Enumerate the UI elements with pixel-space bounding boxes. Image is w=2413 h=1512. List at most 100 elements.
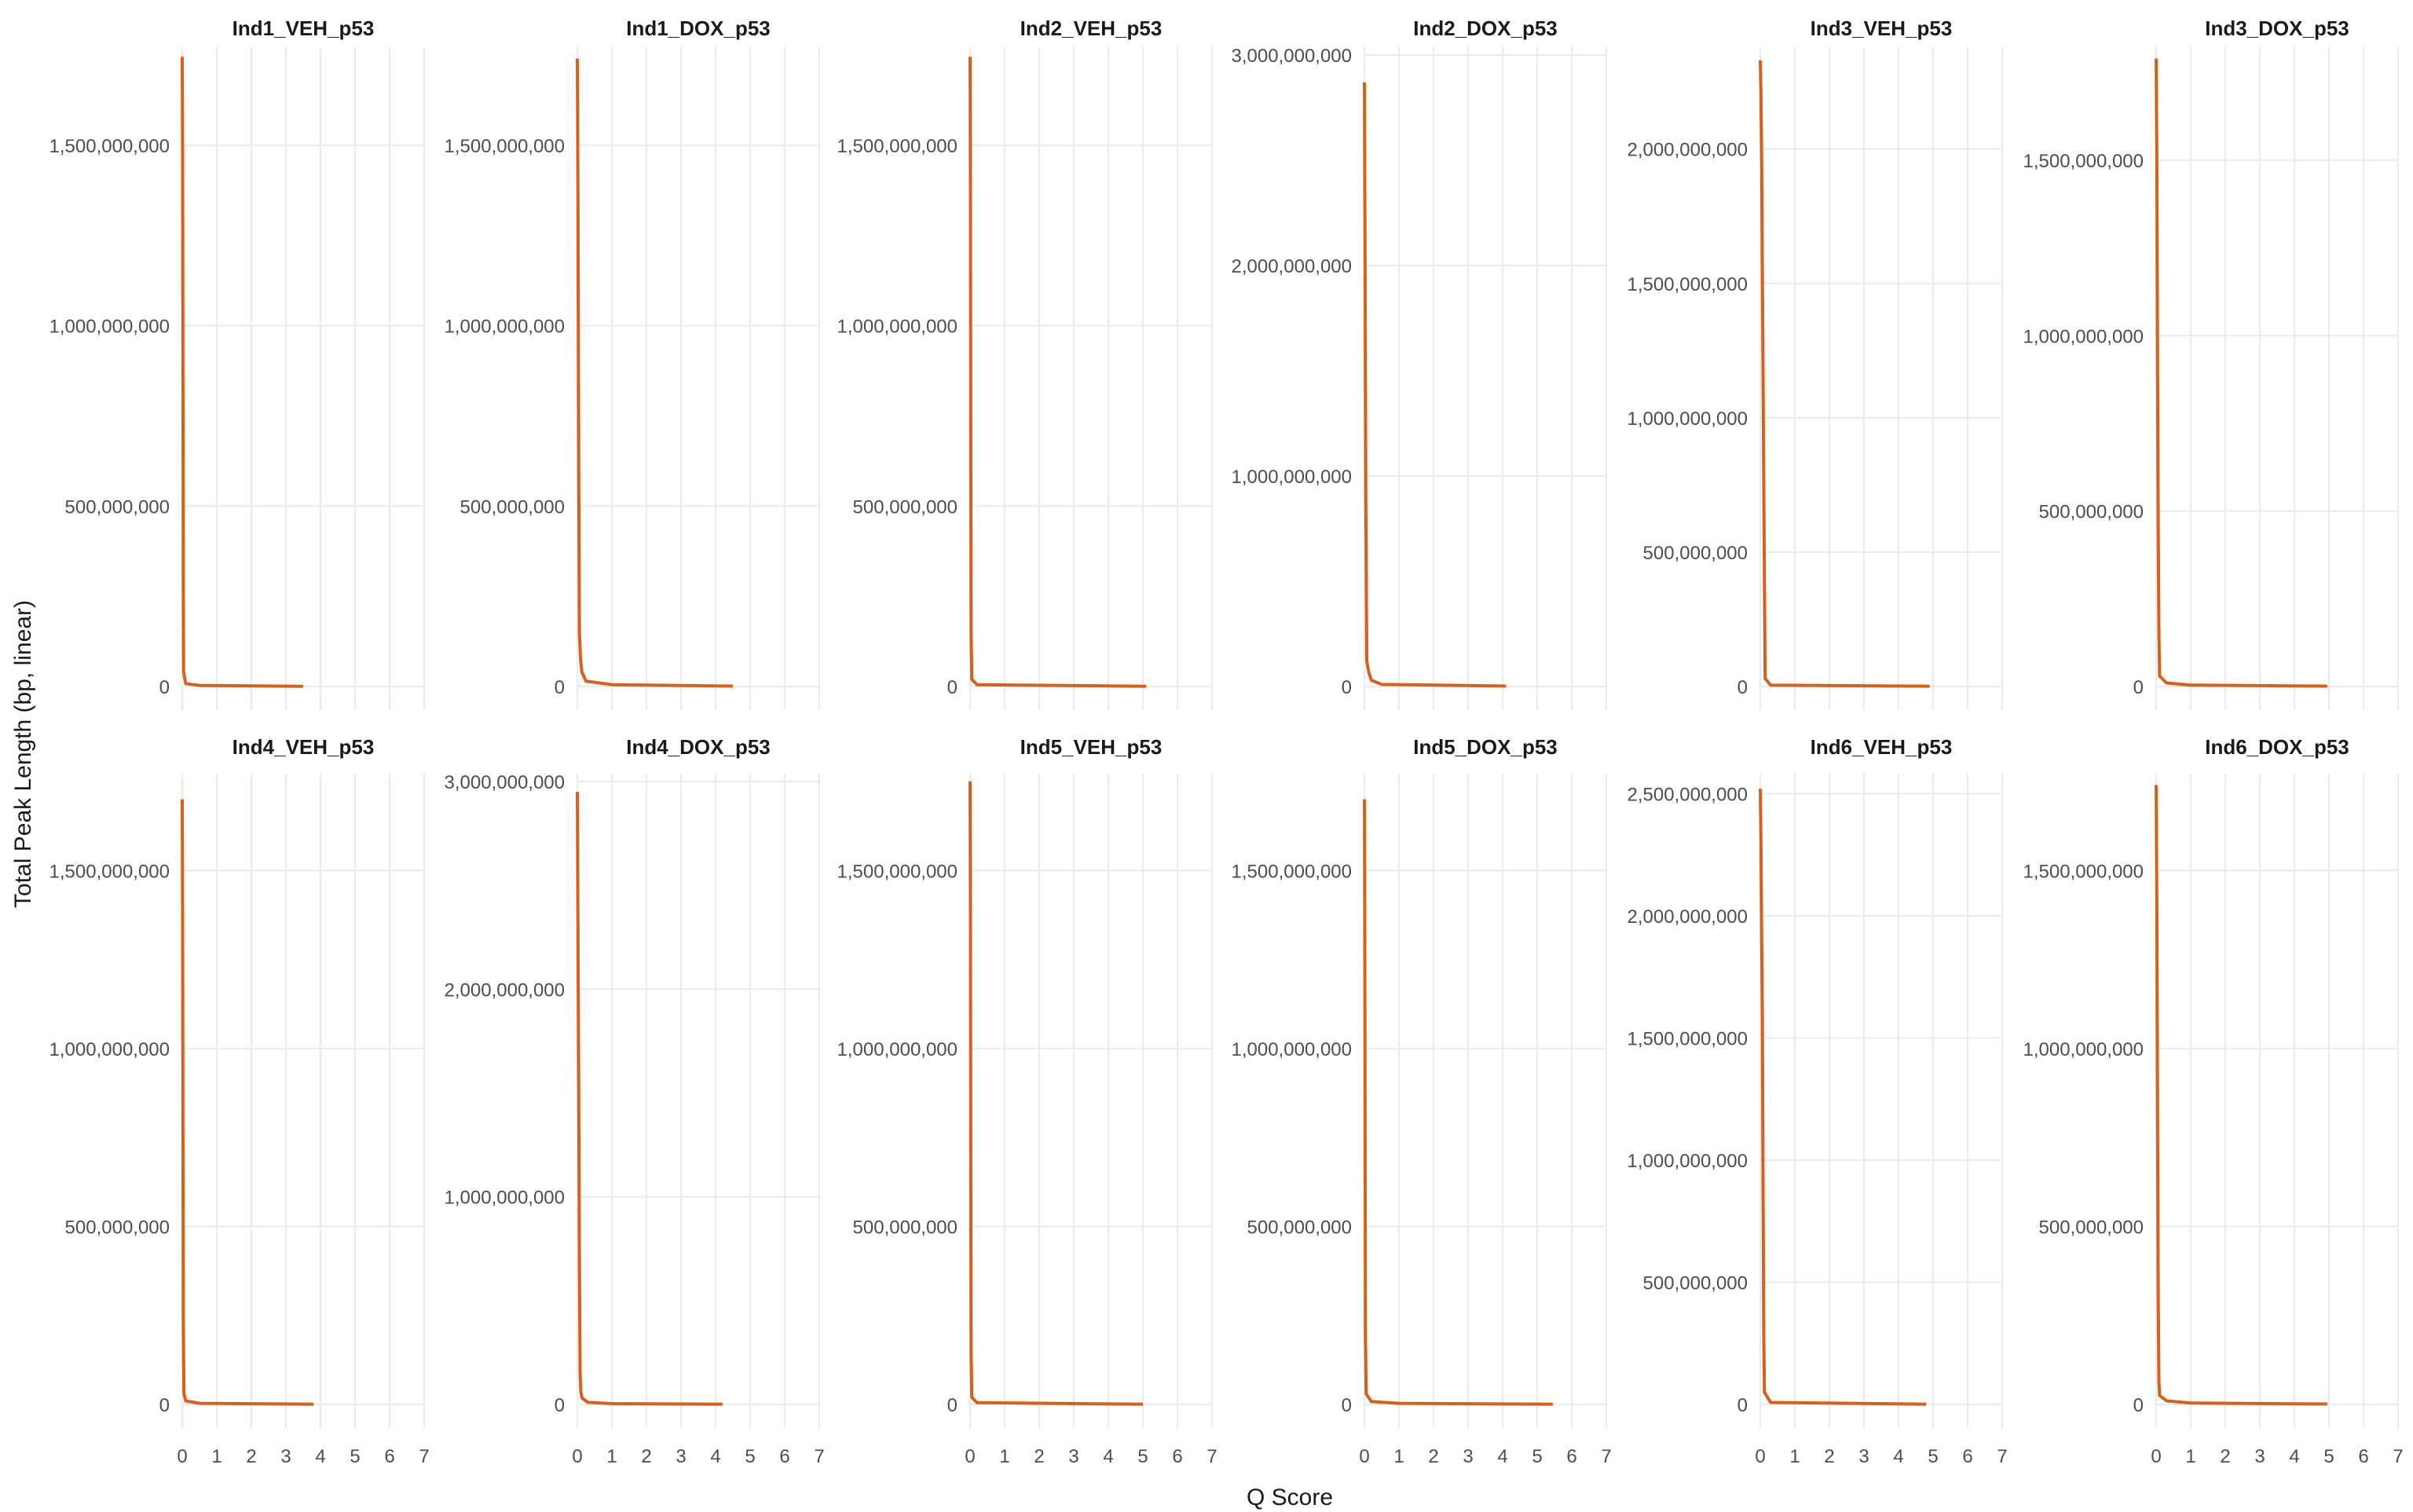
- y-axis-title: Total Peak Length (bp, linear): [10, 600, 36, 908]
- y-tick-label: 1,000,000,000: [837, 1039, 958, 1060]
- y-tick-label: 1,000,000,000: [445, 1188, 565, 1209]
- y-tick-label: 1,500,000,000: [1232, 861, 1352, 882]
- y-tick-label: 500,000,000: [853, 496, 958, 518]
- x-tick-label: 5: [1928, 1446, 1938, 1467]
- facet-panel: 0 1,000,000,000 2,000,000,000 3,000,000,000…: [445, 735, 825, 1467]
- y-tick-label: 0: [555, 1395, 565, 1416]
- x-tick-label: 5: [350, 1446, 360, 1467]
- x-tick-label: 1: [1393, 1446, 1404, 1467]
- facet-panel: 0 500,000,000 1,000,000,000 1,500,000,000 In…: [837, 16, 1213, 710]
- y-tick-label: 0: [159, 1395, 170, 1416]
- x-tick-label: 7: [2393, 1446, 2403, 1467]
- facet-title: Ind6_DOX_p53: [2205, 735, 2349, 759]
- x-tick-label: 5: [2323, 1446, 2334, 1467]
- x-tick-label: 6: [779, 1446, 789, 1467]
- x-tick-label: 2: [641, 1446, 651, 1467]
- facet-panel: 0 500,000,000 1,000,000,000 1,500,000,000 2,…: [1628, 735, 2008, 1467]
- x-tick-label: 0: [1359, 1446, 1369, 1467]
- x-tick-label: 6: [1566, 1446, 1576, 1467]
- x-tick-label: 7: [1206, 1446, 1217, 1467]
- facet-title: Ind3_DOX_p53: [2205, 16, 2349, 40]
- x-tick-label: 3: [1858, 1446, 1869, 1467]
- x-tick-label: 3: [1463, 1446, 1473, 1467]
- x-tick-label: 1: [211, 1446, 222, 1467]
- x-tick-label: 7: [1601, 1446, 1611, 1467]
- y-tick-label: 2,000,000,000: [445, 979, 565, 1001]
- series-line: [1759, 789, 1927, 1406]
- y-tick-label: 1,000,000,000: [2023, 1039, 2144, 1060]
- y-tick-label: 2,000,000,000: [1628, 140, 1748, 161]
- y-tick-label: 1,000,000,000: [1628, 408, 1748, 430]
- y-tick-label: 1,000,000,000: [445, 317, 565, 338]
- x-tick-label: 3: [2254, 1446, 2265, 1467]
- y-tick-label: 0: [947, 677, 958, 698]
- y-tick-label: 0: [2133, 677, 2144, 698]
- y-tick-label: 1,000,000,000: [1628, 1151, 1748, 1172]
- y-tick-label: 3,000,000,000: [1232, 46, 1352, 67]
- y-tick-label: 1,500,000,000: [49, 136, 170, 157]
- y-tick-label: 1,500,000,000: [1628, 274, 1748, 295]
- y-tick-label: 0: [1342, 1395, 1352, 1416]
- x-tick-label: 6: [1962, 1446, 1972, 1467]
- x-tick-label: 4: [1893, 1446, 1903, 1467]
- y-tick-label: 2,500,000,000: [1628, 785, 1748, 806]
- x-tick-label: 0: [572, 1446, 582, 1467]
- facet-title: Ind3_VEH_p53: [1811, 16, 1953, 40]
- x-tick-label: 0: [965, 1446, 975, 1467]
- x-tick-label: 4: [1497, 1446, 1507, 1467]
- x-tick-label: 0: [2151, 1446, 2161, 1467]
- x-tick-label: 7: [1997, 1446, 2007, 1467]
- facet-title: Ind1_DOX_p53: [626, 16, 771, 40]
- facet-title: Ind6_VEH_p53: [1811, 735, 1953, 759]
- y-tick-label: 0: [1737, 677, 1748, 698]
- x-tick-label: 4: [1103, 1446, 1113, 1467]
- y-tick-label: 500,000,000: [1643, 1273, 1748, 1294]
- x-tick-label: 3: [676, 1446, 686, 1467]
- x-tick-label: 5: [745, 1446, 755, 1467]
- y-tick-label: 1,000,000,000: [2023, 326, 2144, 347]
- y-tick-label: 1,000,000,000: [1232, 467, 1352, 488]
- x-tick-label: 3: [280, 1446, 291, 1467]
- facet-title: Ind2_DOX_p53: [1413, 16, 1558, 40]
- series-line: [576, 58, 734, 688]
- facet-panel: 0 500,000,000 1,000,000,000 1,500,000,000 In…: [2023, 16, 2399, 710]
- facet-title: Ind1_VEH_p53: [233, 16, 375, 40]
- y-tick-label: 500,000,000: [1643, 543, 1748, 564]
- x-tick-label: 1: [999, 1446, 1009, 1467]
- facet-panel: 0 500,000,000 1,000,000,000 1,500,000,000 In…: [445, 16, 820, 710]
- facet-panel: 0 500,000,000 1,000,000,000 1,500,000,000 In…: [49, 16, 425, 710]
- series-line: [2155, 785, 2327, 1406]
- y-tick-label: 500,000,000: [1247, 1217, 1352, 1238]
- y-tick-label: 1,000,000,000: [1232, 1039, 1352, 1060]
- series-line: [181, 799, 314, 1406]
- x-tick-label: 4: [315, 1446, 325, 1467]
- y-tick-label: 1,000,000,000: [837, 317, 958, 338]
- x-tick-label: 0: [1755, 1446, 1765, 1467]
- y-tick-label: 0: [555, 677, 565, 698]
- facet-panel: 0 500,000,000 1,000,000,000 1,500,000,000 2,…: [1628, 16, 2003, 710]
- y-tick-label: 1,500,000,000: [2023, 151, 2144, 172]
- y-tick-label: 0: [159, 677, 170, 698]
- facet-title: Ind2_VEH_p53: [1020, 16, 1163, 40]
- x-tick-label: 5: [1137, 1446, 1148, 1467]
- y-tick-label: 0: [1737, 1395, 1748, 1416]
- x-tick-label: 2: [1428, 1446, 1438, 1467]
- y-tick-label: 1,500,000,000: [49, 861, 170, 882]
- y-tick-label: 1,500,000,000: [445, 136, 565, 157]
- x-tick-label: 2: [246, 1446, 256, 1467]
- x-tick-label: 2: [2220, 1446, 2230, 1467]
- facet-title: Ind4_VEH_p53: [233, 735, 375, 759]
- y-tick-label: 0: [1342, 677, 1352, 698]
- y-tick-label: 500,000,000: [65, 496, 170, 518]
- y-tick-label: 500,000,000: [65, 1217, 170, 1238]
- facet-title: Ind5_DOX_p53: [1413, 735, 1558, 759]
- y-tick-label: 500,000,000: [2039, 1217, 2144, 1238]
- y-tick-label: 1,000,000,000: [49, 1039, 170, 1060]
- facet-panel: 0 1,000,000,000 2,000,000,000 3,000,000,000…: [1232, 16, 1607, 710]
- facet-panel: 0 500,000,000 1,000,000,000 1,500,000,000 In…: [49, 735, 430, 1467]
- y-tick-label: 1,500,000,000: [837, 136, 958, 157]
- y-tick-label: 1,000,000,000: [49, 317, 170, 338]
- x-tick-label: 7: [814, 1446, 824, 1467]
- facet-title: Ind5_VEH_p53: [1020, 735, 1163, 759]
